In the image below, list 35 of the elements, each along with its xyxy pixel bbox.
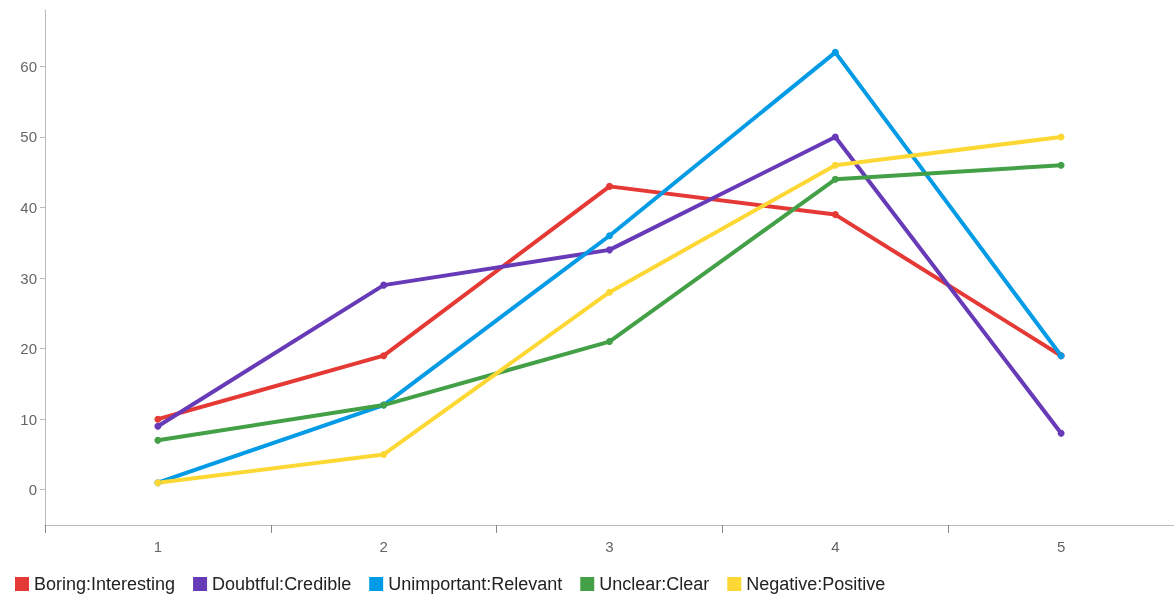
point bbox=[606, 338, 613, 346]
point bbox=[154, 436, 162, 444]
x-tick-label: 3 bbox=[605, 538, 614, 555]
y-tick-label: 40 bbox=[20, 199, 37, 217]
legend-label: Negative:Positive bbox=[746, 574, 886, 594]
point bbox=[606, 246, 613, 254]
point bbox=[831, 161, 839, 169]
y-tick-label: 60 bbox=[20, 57, 37, 75]
point bbox=[380, 352, 388, 360]
x-tick-label: 2 bbox=[379, 538, 388, 555]
point bbox=[154, 422, 162, 430]
point bbox=[606, 232, 613, 240]
point bbox=[831, 175, 839, 183]
legend-label: Boring:Interesting bbox=[34, 574, 176, 594]
y-tick-label: 20 bbox=[20, 340, 37, 358]
y-tick-label: 50 bbox=[20, 128, 37, 146]
x-tick-label: 5 bbox=[1056, 538, 1066, 555]
point bbox=[380, 281, 388, 289]
point bbox=[606, 288, 613, 296]
point bbox=[606, 182, 613, 190]
y-tick-label: 30 bbox=[20, 269, 37, 287]
x-tick-label: 1 bbox=[153, 538, 163, 555]
legend-label: Doubtful:Credible bbox=[212, 574, 352, 594]
y-tick-label: 0 bbox=[28, 481, 37, 499]
point bbox=[1057, 429, 1065, 437]
x-tick-label: 4 bbox=[831, 538, 840, 555]
legend-label: Unclear:Clear bbox=[599, 574, 710, 594]
point bbox=[154, 415, 162, 423]
point bbox=[831, 133, 839, 141]
point bbox=[831, 211, 839, 219]
legend-label: Unimportant:Relevant bbox=[388, 574, 563, 594]
y-tick-label: 10 bbox=[20, 410, 37, 428]
point bbox=[380, 450, 388, 458]
point bbox=[831, 48, 839, 56]
point bbox=[1057, 161, 1065, 169]
